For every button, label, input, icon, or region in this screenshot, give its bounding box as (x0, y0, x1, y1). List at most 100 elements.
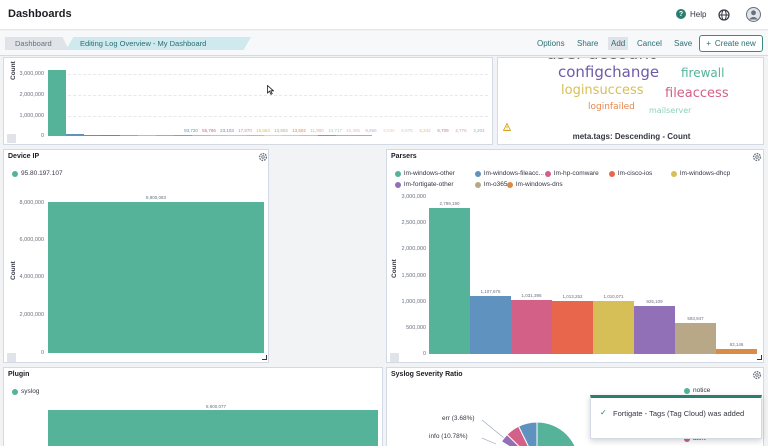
legend-toggle-icon[interactable] (390, 353, 399, 362)
bar[interactable] (318, 135, 336, 136)
cancel-button[interactable]: Cancel (637, 39, 662, 48)
bar[interactable] (552, 300, 593, 354)
legend-item[interactable]: lm-windows-dhcp (671, 170, 730, 177)
tag-word[interactable]: firewall (681, 66, 725, 80)
resize-handle[interactable] (262, 355, 267, 360)
bar[interactable] (192, 135, 210, 136)
legend-item[interactable]: 95.80.197.107 (12, 170, 63, 177)
bar-value-label: 6,878 (401, 128, 413, 133)
legend-item[interactable]: notice (684, 387, 710, 394)
plugin-bar[interactable] (48, 410, 378, 446)
breadcrumb-bar: Dashboard Editing Log Overview - My Dash… (0, 31, 768, 56)
share-button[interactable]: Share (577, 39, 599, 48)
legend-dot (12, 170, 18, 177)
bar[interactable] (84, 135, 102, 136)
save-button[interactable]: Save (674, 39, 693, 48)
user-avatar-icon[interactable] (746, 7, 761, 22)
breadcrumb-dashboard[interactable]: Dashboard (5, 37, 69, 50)
legend-item[interactable]: lm-cisco-ios (609, 170, 652, 177)
bar[interactable] (102, 135, 120, 136)
y-tick: 0 (422, 351, 426, 357)
bar[interactable] (120, 135, 138, 136)
bar[interactable] (470, 296, 511, 354)
legend-label: lm-o365 (484, 181, 508, 188)
legend-dot (395, 170, 401, 177)
tag-word[interactable]: mailserver (649, 106, 692, 115)
pie-slice-notice[interactable] (536, 421, 579, 446)
panel-title: Device IP (8, 153, 40, 160)
bar[interactable] (228, 135, 246, 136)
legend-item[interactable]: lm-windows-dns (507, 181, 563, 188)
bar[interactable] (675, 322, 716, 354)
gear-icon[interactable] (752, 370, 762, 380)
gridline (48, 116, 488, 117)
legend-item[interactable]: lm-windows-fileacc... (475, 170, 544, 177)
top-bar: Dashboards ? Help (0, 0, 768, 30)
y-tick: 3,000,000 (19, 71, 44, 77)
bar[interactable] (634, 305, 675, 354)
help-link[interactable]: ? Help (676, 9, 706, 19)
bar[interactable] (138, 135, 156, 136)
bar[interactable] (300, 135, 318, 136)
bar[interactable] (282, 135, 300, 136)
legend-item[interactable]: syslog (12, 388, 39, 395)
y-tick: 0 (40, 350, 44, 356)
top-chart-panel: Count 3,000,000 2,000,000 1,000,000 0 93… (3, 57, 493, 145)
create-new-button[interactable]: + Create new (699, 35, 763, 52)
tag-word[interactable]: user-account (546, 58, 656, 64)
bar[interactable] (264, 135, 282, 136)
legend-item[interactable]: lm-o365 (475, 181, 507, 188)
panel-title: Syslog Severity Ratio (391, 371, 463, 378)
toast-notification: ✓ Fortigate - Tags (Tag Cloud) was added (590, 395, 762, 439)
tag-word[interactable]: configchange (558, 63, 660, 81)
bar-value-label: 55,766 (202, 128, 216, 133)
bar[interactable] (716, 349, 757, 354)
bar-value-label: 10,305 (346, 128, 360, 133)
warning-icon[interactable] (503, 123, 511, 131)
legend-label: lm-windows-dns (516, 181, 563, 188)
bar[interactable] (48, 70, 66, 136)
legend-toggle-icon[interactable] (7, 353, 16, 362)
legend-dot (671, 170, 677, 177)
resize-handle[interactable] (757, 355, 762, 360)
bar-value-label: 1,010,071 (603, 294, 624, 300)
legend-label: 95.80.197.107 (21, 170, 63, 177)
bar[interactable] (593, 301, 634, 354)
y-tick: 1,000,000 (401, 298, 426, 305)
gear-icon[interactable] (752, 152, 762, 162)
bar[interactable] (156, 135, 174, 136)
bar[interactable] (210, 135, 228, 136)
tag-word[interactable]: loginfailed (588, 102, 635, 112)
tag-word[interactable]: loginsuccess (561, 83, 644, 98)
bar-value-label: 593,947 (687, 315, 704, 321)
globe-icon[interactable] (718, 9, 730, 21)
options-button[interactable]: Options (537, 39, 565, 48)
severity-pie[interactable] (482, 418, 592, 446)
bar[interactable] (48, 201, 264, 353)
legend-item[interactable]: lm-fortigate-other (395, 181, 454, 188)
gear-icon[interactable] (258, 152, 268, 162)
bar-value-label: 93,720 (184, 128, 198, 133)
tag-word[interactable]: fileaccess (665, 86, 729, 101)
tag-cloud-panel: user-account configchange firewall login… (497, 57, 764, 145)
legend-dot (507, 181, 513, 188)
plugin-panel: Plugin syslog 8,900,077 (3, 367, 383, 446)
pie-slice[interactable] (500, 433, 538, 446)
help-label: Help (690, 9, 707, 19)
legend-dot (395, 181, 401, 188)
bar[interactable] (336, 135, 354, 136)
legend-item[interactable]: lm-hp-comware (545, 170, 599, 177)
bar[interactable] (66, 134, 84, 136)
bar[interactable] (511, 300, 552, 354)
add-button[interactable]: Add (608, 37, 629, 50)
parsers-panel: Parsers lm-windows-other lm-windows-filea… (386, 149, 764, 363)
bar[interactable] (429, 207, 470, 354)
bar[interactable] (246, 135, 264, 136)
y-tick: 3,000,000 (401, 194, 426, 200)
legend-item[interactable]: lm-windows-other (395, 170, 455, 177)
bar-value-label: 93,146 (729, 342, 744, 348)
bar[interactable] (354, 135, 372, 136)
bar[interactable] (174, 135, 192, 136)
legend-toggle-icon[interactable] (7, 134, 16, 143)
legend-label: lm-cisco-ios (618, 170, 653, 177)
